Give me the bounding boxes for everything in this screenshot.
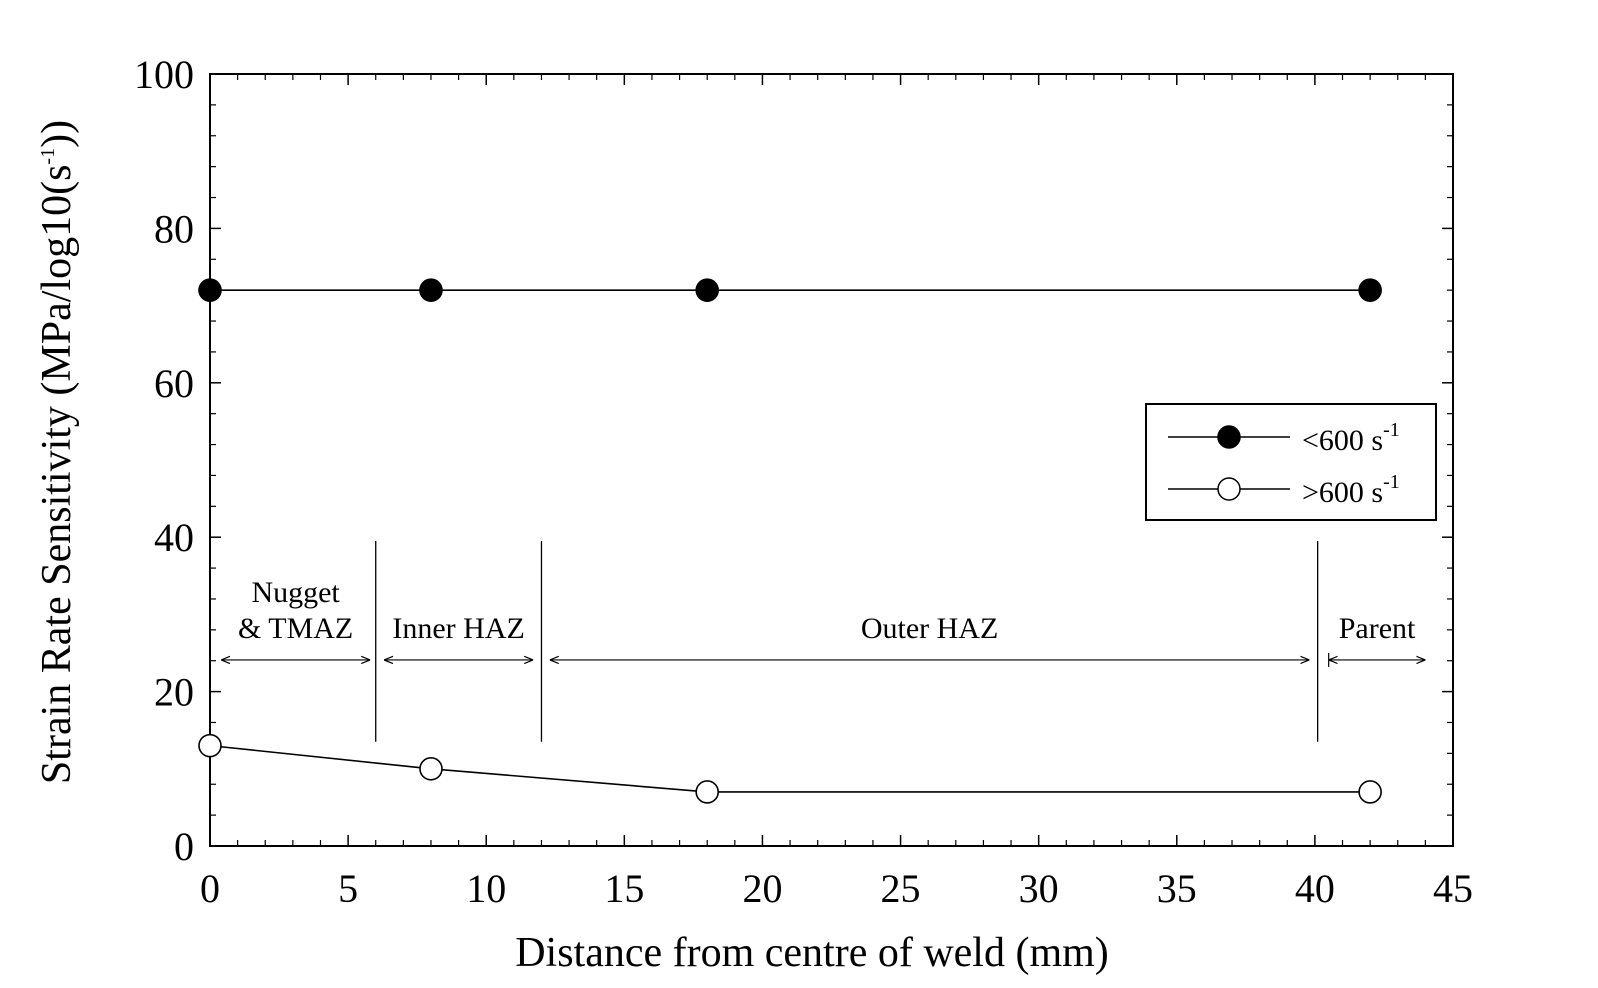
region-label: Inner HAZ: [392, 612, 524, 645]
data-point-series-1: [695, 278, 720, 302]
series-line-2: [209, 744, 1371, 793]
region-label: Parent: [1339, 612, 1416, 645]
data-point-series-2: [419, 756, 443, 781]
region-label: & TMAZ: [238, 612, 353, 645]
weld-regions: Nugget& TMAZ Inner HAZ Outer HAZ Parent: [221, 541, 1426, 742]
data-point-series-1: [1358, 278, 1382, 302]
plot-frame: [209, 73, 1454, 847]
y-tick-label: 20: [154, 670, 194, 715]
x-tick-label: 30: [1019, 866, 1059, 911]
y-axis-title-end: )): [34, 120, 80, 148]
x-tick-label: 20: [742, 866, 782, 911]
data-point-series-1: [198, 278, 222, 302]
y-tick-label: 0: [174, 824, 194, 869]
legend-label-series-1-text: <600 s: [1302, 424, 1383, 457]
y-axis-title-superscript: -1: [37, 148, 59, 165]
y-tick-label: 60: [154, 361, 194, 406]
region-label: Nugget: [251, 576, 340, 609]
y-tick-label: 40: [154, 515, 194, 560]
data-point-series-2: [1358, 780, 1382, 804]
legend-label-series-1-sup: -1: [1383, 419, 1400, 441]
region-label: Outer HAZ: [861, 612, 998, 645]
y-tick-label: 80: [154, 206, 194, 251]
y-tick-label: 100: [134, 52, 194, 97]
legend-box: [1145, 403, 1437, 521]
data-point-series-2: [198, 733, 222, 758]
x-tick-label: 25: [881, 866, 921, 911]
legend: <600 s-1 >600 s-1: [1145, 403, 1437, 521]
legend-label-series-2-text: >600 s: [1302, 476, 1383, 509]
axes: [209, 73, 1454, 847]
x-tick-label: 40: [1295, 866, 1335, 911]
legend-label-series-2: >600 s-1: [1302, 471, 1400, 509]
x-tick-label: 45: [1433, 866, 1473, 911]
x-axis-title: Distance from centre of weld (mm): [515, 930, 1109, 976]
data-point-series-1: [419, 278, 443, 302]
legend-marker-series-1: [1217, 425, 1241, 449]
x-tick-label: 35: [1157, 866, 1197, 911]
x-tick-label: 5: [338, 866, 358, 911]
data-series: [198, 278, 1382, 804]
y-axis-title: Strain Rate Sensitivity (MPa/log10(s-1)): [34, 120, 80, 784]
data-point-series-2: [695, 780, 720, 804]
legend-label-series-2-sup: -1: [1383, 471, 1400, 493]
legend-marker-series-2: [1217, 477, 1241, 501]
axis-ticks: 0 5 10 15 20 25 30 35 40 45 0 20 40 60 80 100: [134, 52, 1473, 911]
y-axis-title-main: Strain Rate Sensitivity (MPa/log10(s: [34, 165, 80, 784]
x-tick-label: 10: [466, 866, 506, 911]
legend-label-series-1: <600 s-1: [1302, 419, 1400, 457]
x-tick-label: 15: [604, 866, 644, 911]
x-tick-label: 0: [200, 866, 220, 911]
